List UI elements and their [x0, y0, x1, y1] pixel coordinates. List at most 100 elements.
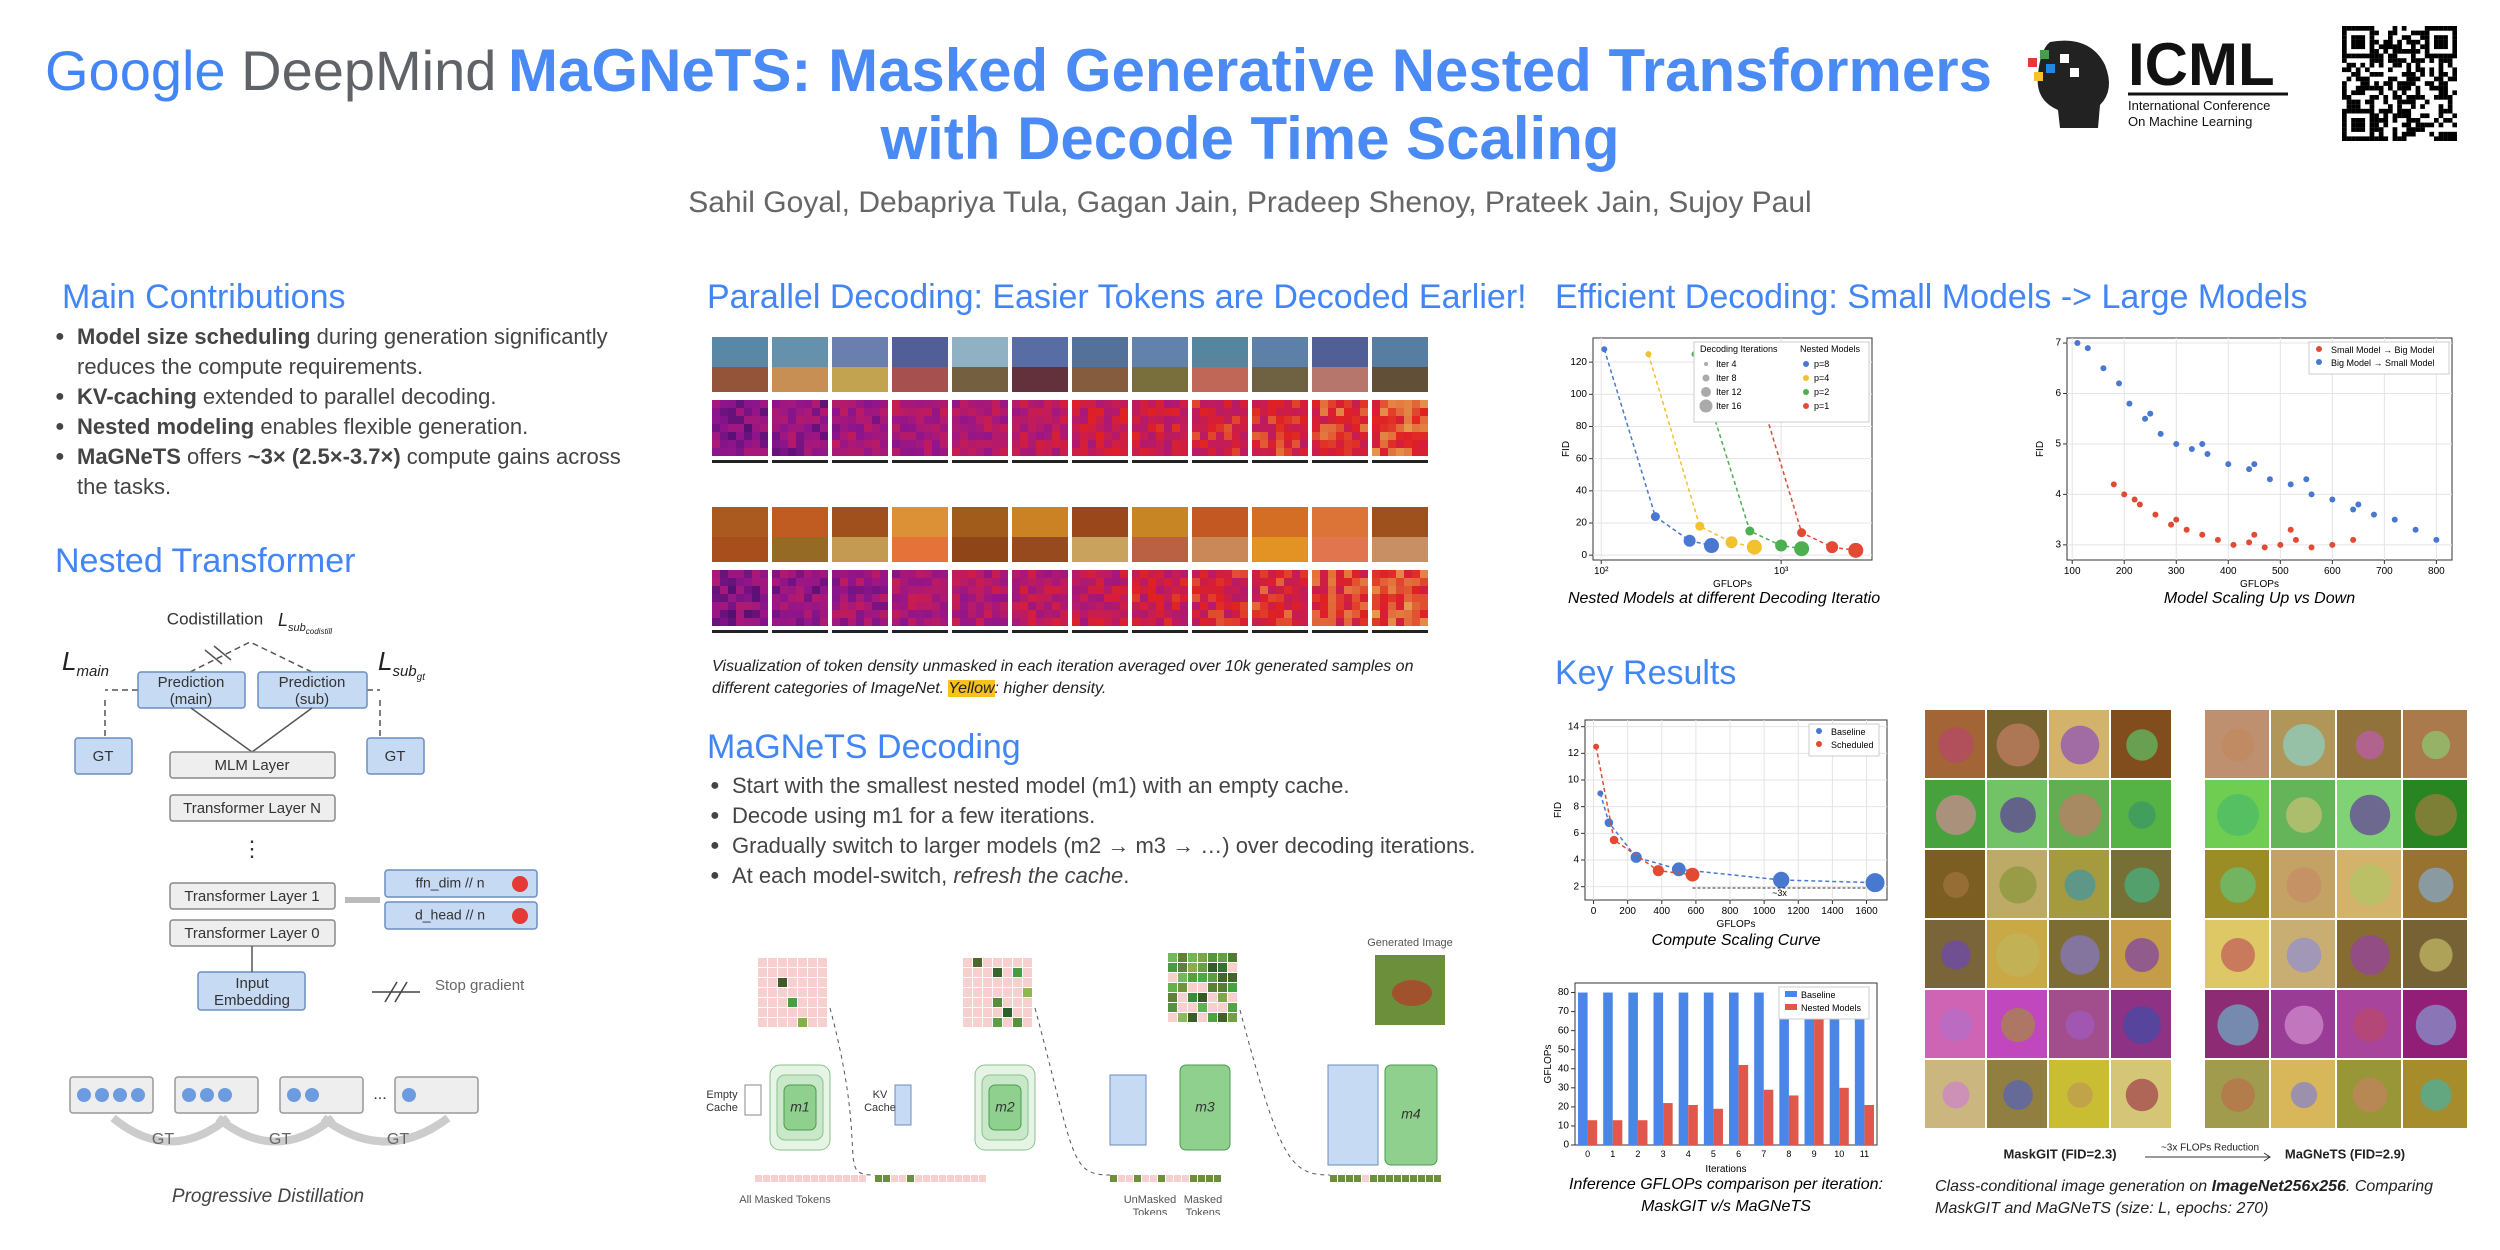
density-cell: [1148, 578, 1156, 586]
colorbar: [1012, 460, 1068, 463]
qr-module: [2351, 72, 2356, 77]
diagram-label: Masked: [1184, 1194, 1223, 1206]
section-heading: Efficient Decoding: Small Models -> Larg…: [1555, 278, 2308, 316]
density-cell: [1180, 432, 1188, 440]
sample-photo-accent: [832, 537, 888, 562]
data-point: [1652, 865, 1664, 877]
density-cell: [1036, 416, 1044, 424]
density-cell: [1012, 432, 1020, 440]
density-cell: [1372, 618, 1380, 626]
density-cell: [908, 586, 916, 594]
density-cell: [892, 578, 900, 586]
density-cell: [1380, 408, 1388, 416]
token-cell: [1013, 988, 1022, 997]
density-cell: [1276, 424, 1284, 432]
token-cell: [1218, 1003, 1227, 1012]
density-cell: [1352, 416, 1360, 424]
qr-module: [2374, 72, 2379, 77]
density-cell: [1404, 610, 1412, 618]
sample-photo-accent: [1132, 367, 1188, 392]
density-cell: [900, 424, 908, 432]
sample-image-object: [2414, 793, 2458, 837]
token-dot: [305, 1088, 319, 1102]
token-cell: [1218, 993, 1227, 1002]
density-cell: [1060, 586, 1068, 594]
density-cell: [1112, 618, 1120, 626]
y-tick-label: 60: [1558, 1025, 1570, 1036]
data-point: [2308, 544, 2315, 551]
legend-label: Iter 4: [1716, 359, 1737, 369]
token-strip-cell: [1134, 1175, 1141, 1182]
density-cell: [1300, 570, 1308, 578]
token-strip-cell: [923, 1175, 930, 1182]
legend-swatch: [1701, 387, 1711, 397]
math-symbol: L: [378, 646, 392, 676]
data-point: [1650, 512, 1660, 522]
density-cell: [1072, 432, 1080, 440]
density-cell: [1028, 400, 1036, 408]
density-cell: [796, 432, 804, 440]
diagram-label: d_head // n: [415, 907, 485, 923]
qr-module: [2342, 95, 2347, 100]
density-cell: [820, 432, 828, 440]
density-cell: [872, 610, 880, 618]
density-cell: [1036, 586, 1044, 594]
density-cell: [864, 400, 872, 408]
bar: [1713, 1108, 1723, 1145]
density-cell: [916, 416, 924, 424]
density-cell: [976, 594, 984, 602]
density-cell: [720, 578, 728, 586]
density-cell: [872, 578, 880, 586]
density-cell: [744, 432, 752, 440]
density-cell: [1268, 602, 1276, 610]
density-cell: [848, 424, 856, 432]
bar: [1763, 1089, 1774, 1145]
density-cell: [1088, 440, 1096, 448]
qr-module: [2424, 53, 2430, 59]
density-cell: [892, 448, 900, 456]
density-cell: [1104, 416, 1112, 424]
qr-module: [2411, 81, 2416, 86]
y-tick-label: 12: [1568, 748, 1580, 759]
token-cell: [1188, 983, 1197, 992]
density-cell: [916, 440, 924, 448]
token-cell: [1188, 973, 1197, 982]
density-cell: [796, 578, 804, 586]
stop-grad: [204, 645, 232, 665]
density-cell: [720, 586, 728, 594]
density-cell: [1012, 618, 1020, 626]
density-cell: [1292, 570, 1300, 578]
density-cell: [1140, 578, 1148, 586]
density-cell: [1148, 424, 1156, 432]
qr-module: [2369, 30, 2375, 36]
qr-module: [2374, 85, 2379, 91]
density-cell: [804, 440, 812, 448]
colorbar: [1312, 630, 1368, 633]
x-axis-label: Iterations: [1705, 1164, 1746, 1175]
density-cell: [720, 570, 728, 578]
qr-module: [2397, 113, 2402, 119]
cache: [1327, 1064, 1379, 1166]
data-point: [2355, 501, 2362, 508]
density-cell: [932, 570, 940, 578]
density-cell: [1224, 400, 1232, 408]
qr-module: [2351, 122, 2356, 128]
density-cell: [1276, 400, 1284, 408]
qr-module: [2411, 95, 2416, 100]
density-cell: [796, 408, 804, 416]
density-cell: [1172, 570, 1180, 578]
density-cell: [916, 594, 924, 602]
token-cell: [1208, 1003, 1217, 1012]
qr-module: [2452, 122, 2457, 128]
density-cell: [1352, 448, 1360, 456]
token-cell: [993, 978, 1002, 987]
authors: Sahil Goyal, Debapriya Tula, Gagan Jain,…: [688, 186, 1812, 219]
density-cell: [804, 570, 812, 578]
density-cell: [1336, 594, 1344, 602]
density-cell: [1328, 408, 1336, 416]
density-cell: [1216, 448, 1224, 456]
density-cell: [1312, 570, 1320, 578]
sample-grid: MaskGIT (FID=2.3) ~3x FLOPs Reduction MaGN…: [1925, 710, 2467, 1161]
token-strip-cell: [931, 1175, 938, 1182]
density-cell: [1120, 400, 1128, 408]
